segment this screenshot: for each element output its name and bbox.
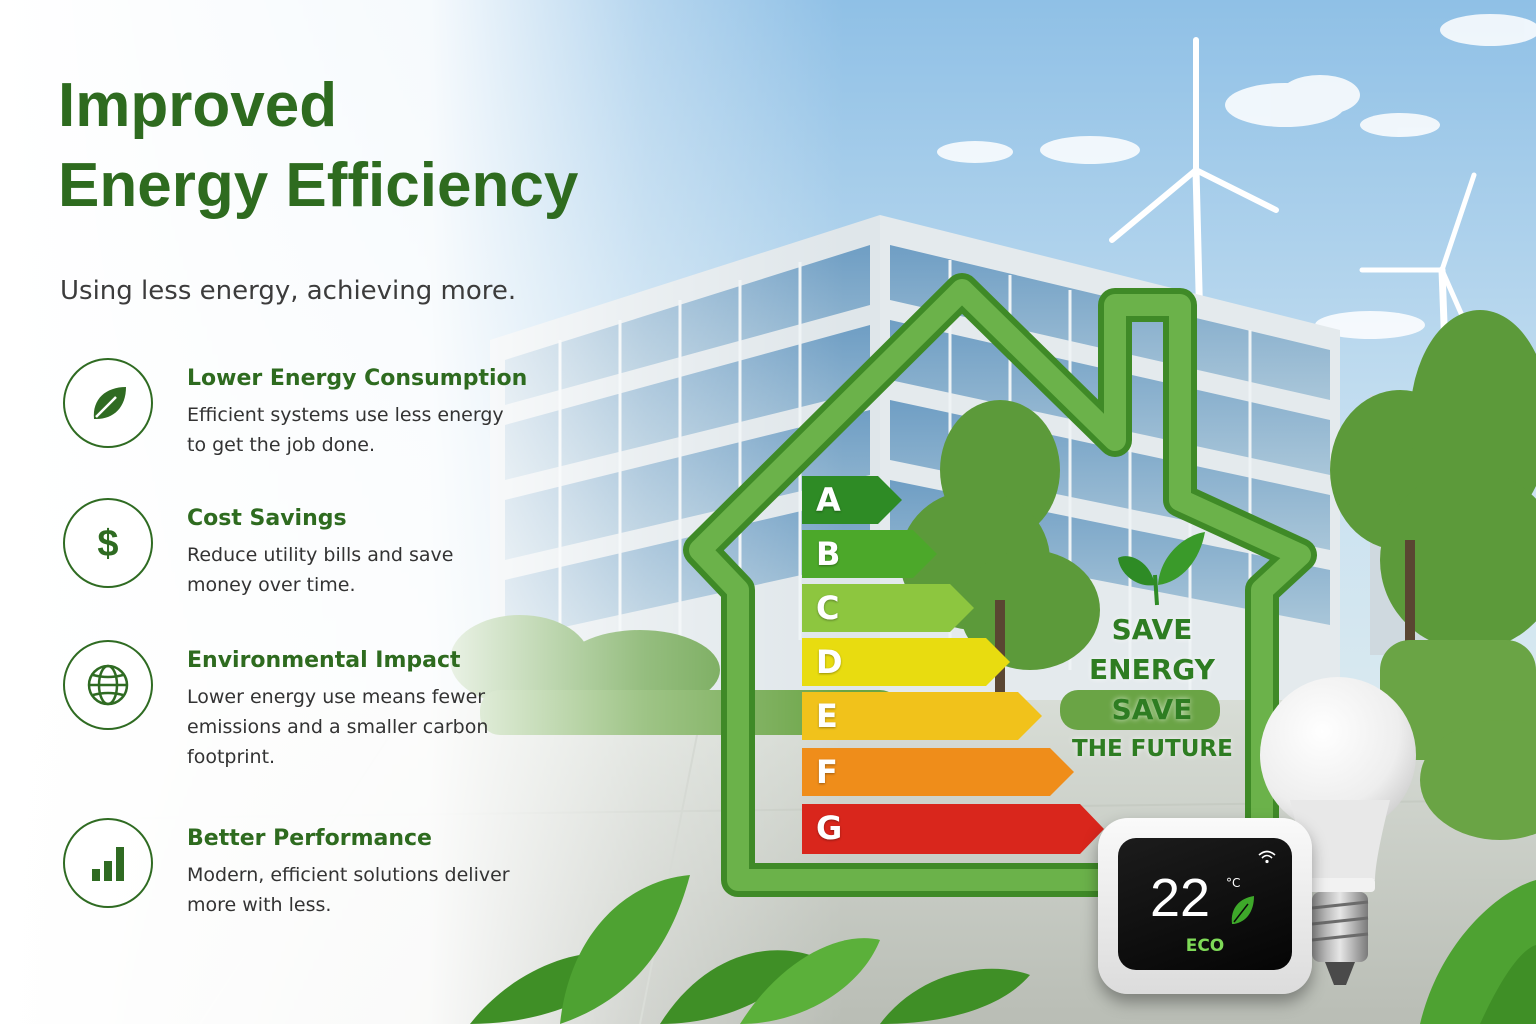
bar-chart-icon [63,818,153,908]
rating-bar-g: G [802,804,1104,854]
feature-cost-savings: $ Cost Savings Reduce utility bills and … [63,498,543,596]
feature-title: Lower Energy Consumption [187,366,528,391]
thermostat-unit: °C [1226,876,1241,890]
rating-letter: G [816,809,843,847]
feature-better-performance: Better Performance Modern, efficient sol… [63,818,543,916]
rating-letter: A [816,481,841,519]
rating-letter: B [816,535,841,573]
feature-description: Reduce utility bills and save money over… [187,544,454,596]
feature-description: Efficient systems use less energy to get… [187,404,504,456]
feature-title: Better Performance [187,826,432,851]
rating-letter: E [816,697,838,735]
feature-title: Cost Savings [187,506,347,531]
feature-environmental-impact: Environmental Impact Lower energy use me… [63,640,543,768]
slogan-line-4: THE FUTURE [1072,736,1233,762]
page-title: Improved Energy Efficiency [58,66,578,226]
eco-leaf-icon [1231,896,1254,924]
rating-bar-f: F [802,748,1074,796]
title-line-1: Improved [58,71,338,140]
rating-bar-b: B [802,530,937,578]
wifi-icon [1258,850,1276,864]
dollar-icon: $ [63,498,153,588]
thermostat-screen: 22 °C ECO [1118,838,1292,970]
thermostat-mode: ECO [1185,936,1225,956]
title-line-2: Energy Efficiency [58,151,579,220]
leaf-icon [63,358,153,448]
globe-icon [63,640,153,730]
rating-bar-a: A [802,476,902,524]
feature-description: Modern, efficient solutions deliver more… [187,864,510,916]
feature-lower-energy-consumption: Lower Energy Consumption Efficient syste… [63,358,543,456]
page-subtitle: Using less energy, achieving more. [60,276,517,306]
rating-bar-e: E [802,692,1042,740]
slogan-line-2: ENERGY [1089,653,1215,686]
rating-bar-c: C [802,584,974,632]
feature-description: Lower energy use means fewer emissions a… [187,686,489,768]
rating-letter: F [816,753,838,791]
svg-text:$: $ [97,523,118,565]
smart-thermostat: 22 °C ECO [1098,818,1312,994]
slogan: SAVE ENERGY SAVE THE FUTURE [1072,610,1233,768]
rating-letter: C [816,589,840,627]
slogan-line-3: SAVE [1111,693,1193,726]
sprout-icon [1118,532,1205,606]
thermostat-temperature: 22 [1150,868,1211,928]
feature-title: Environmental Impact [187,648,461,673]
rating-letter: D [816,643,843,681]
rating-bar-d: D [802,638,1010,686]
slogan-line-1: SAVE [1111,613,1193,646]
